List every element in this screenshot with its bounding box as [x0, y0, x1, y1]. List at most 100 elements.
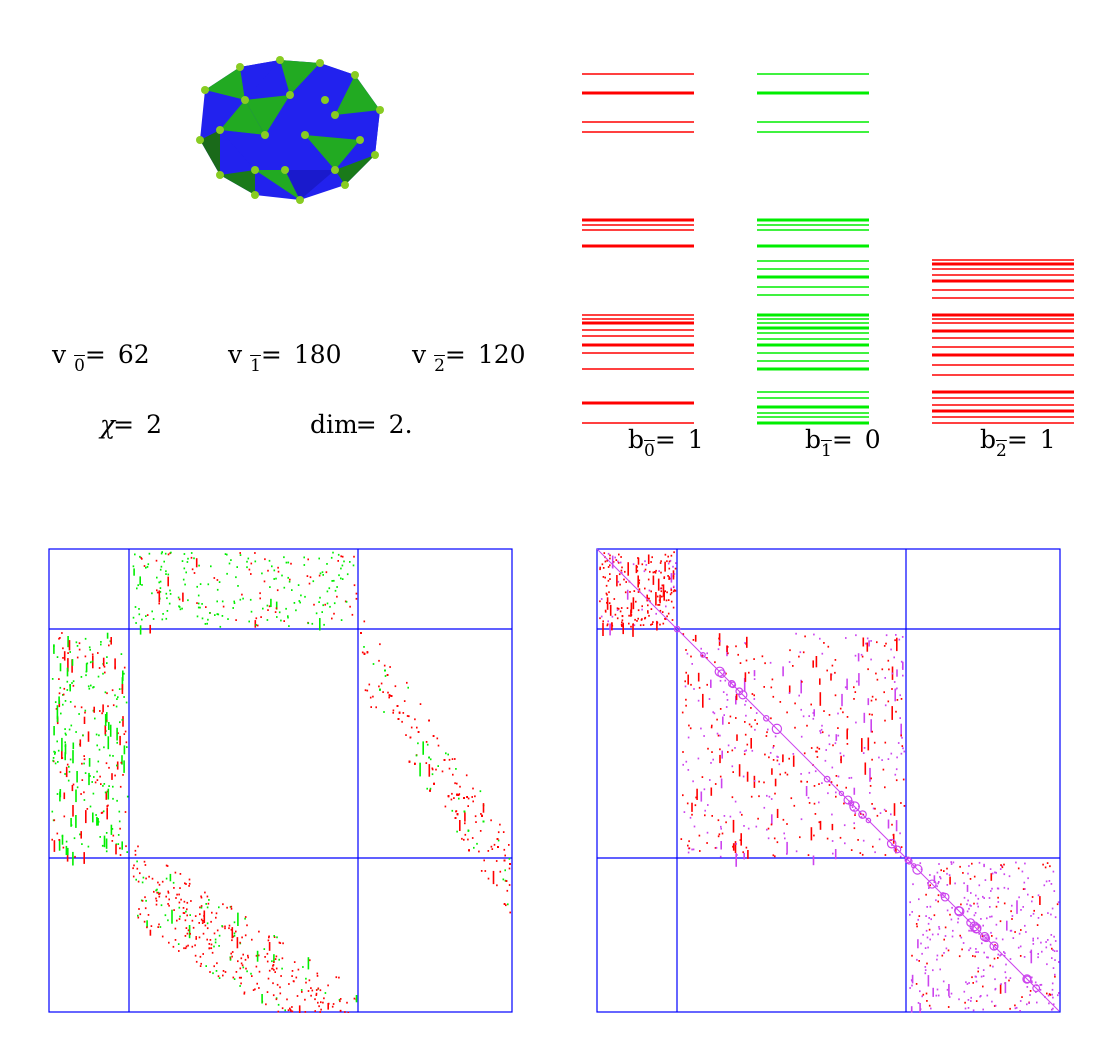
matrix-entry — [88, 758, 91, 767]
matrix-entry — [860, 653, 863, 656]
matrix-entry — [203, 910, 206, 923]
matrix-entry — [158, 602, 160, 605]
matrix-entry — [688, 847, 691, 850]
matrix-entry — [621, 615, 624, 618]
matrix-entry — [945, 947, 948, 950]
matrix-entry — [378, 685, 380, 688]
matrix-entry — [121, 718, 124, 721]
matrix-entry — [844, 686, 847, 689]
matrix-entry — [994, 1004, 997, 1007]
matrix-entry — [59, 771, 62, 774]
matrix-entry — [224, 925, 226, 928]
matrix-entry — [848, 777, 851, 779]
matrix-entry — [290, 562, 292, 565]
matrix-entry — [611, 555, 614, 569]
matrix-entry — [853, 822, 855, 825]
matrix-entry — [244, 916, 247, 918]
matrix-entry — [650, 561, 652, 563]
matrix-entry — [273, 954, 275, 962]
matrix-entry — [327, 1003, 329, 1010]
matrix-entry — [770, 798, 773, 800]
matrix-entry — [426, 787, 428, 790]
matrix-entry — [926, 936, 929, 939]
matrix-entry — [123, 733, 126, 735]
matrix-entry — [148, 552, 151, 555]
matrix-entry — [884, 786, 886, 789]
matrix-entry — [666, 591, 668, 594]
matrix-entry — [1042, 863, 1044, 866]
matrix-entry — [774, 855, 776, 858]
matrix-entry — [202, 932, 205, 935]
matrix-entry — [682, 794, 684, 797]
matrix-entry — [408, 760, 411, 763]
matrix-entry — [304, 1011, 307, 1013]
matrix-entry — [909, 913, 911, 916]
matrix-entry — [504, 879, 507, 882]
matrix-entry — [123, 745, 126, 755]
matrix-entry — [735, 695, 737, 705]
matrix-entry — [341, 564, 344, 567]
matrix-entry — [933, 875, 936, 883]
matrix-entry — [195, 558, 198, 568]
matrix-entry — [392, 711, 394, 714]
matrix-entry — [824, 759, 827, 762]
matrix-entry — [282, 942, 284, 945]
matrix-entry — [182, 912, 185, 914]
matrix-entry — [784, 771, 787, 774]
matrix-entry — [694, 634, 697, 642]
matrix-entry — [255, 624, 257, 626]
matrix-diagonal-entry — [848, 800, 855, 807]
matrix-entry — [324, 603, 326, 606]
matrix-entry — [288, 983, 290, 985]
matrix-entry — [340, 577, 342, 580]
matrix-entry — [62, 846, 65, 849]
matrix-entry — [965, 981, 967, 984]
matrix-entry — [747, 850, 749, 859]
matrix-entry — [65, 733, 67, 736]
matrix-entry — [167, 919, 169, 922]
matrix-entry — [666, 560, 668, 563]
matrix-entry — [317, 1001, 319, 1004]
matrix-entry — [871, 713, 873, 716]
matrix-entry — [232, 935, 235, 938]
matrix-entry — [720, 778, 723, 789]
matrix-entry — [222, 605, 225, 608]
matrix-entry — [734, 800, 737, 803]
matrix-entry — [745, 846, 748, 849]
matrix-entry — [878, 838, 881, 841]
matrix-entry — [1043, 884, 1046, 887]
matrix-entry — [1048, 1002, 1050, 1005]
matrix-entry — [167, 890, 169, 893]
matrix-entry — [901, 736, 903, 739]
matrix-diagonal-entry — [729, 681, 737, 689]
matrix-diagonal-entry — [849, 801, 860, 812]
matrix-entry — [735, 694, 738, 701]
matrix-diagonal-entry — [966, 918, 976, 928]
matrix-entry — [327, 984, 329, 987]
matrix-entry — [441, 770, 444, 773]
matrix-entry — [222, 903, 224, 906]
matrix-entry — [178, 901, 181, 904]
matrix-entry — [186, 932, 189, 935]
matrix-entry — [745, 714, 747, 717]
matrix-entry — [655, 612, 657, 615]
matrix-entry — [958, 998, 960, 1001]
matrix-entry — [799, 836, 801, 839]
matrix-entry — [141, 618, 143, 621]
matrix-entry — [363, 620, 366, 623]
matrix-entry — [201, 603, 203, 605]
matrix-entry — [95, 814, 97, 816]
matrix-entry — [940, 869, 942, 872]
matrix-entry — [250, 972, 252, 975]
matrix-entry — [196, 585, 198, 588]
matrix-entry — [970, 905, 972, 907]
matrix-entry — [970, 996, 972, 999]
matrix-entry — [753, 775, 756, 788]
matrix-entry — [346, 573, 349, 576]
matrix-entry — [614, 613, 617, 616]
matrix-entry — [819, 692, 822, 706]
matrix-entry — [87, 845, 90, 848]
betti-b0: b0= 1 — [628, 425, 704, 461]
matrix-entry — [1019, 1010, 1021, 1012]
matrix-entry — [65, 766, 68, 778]
